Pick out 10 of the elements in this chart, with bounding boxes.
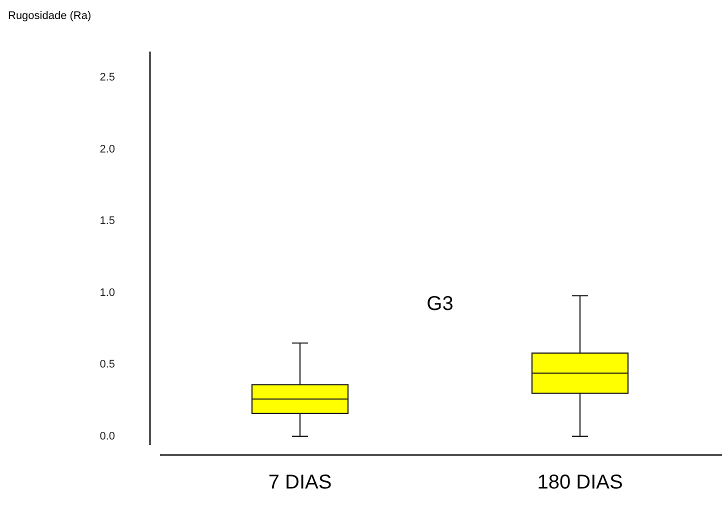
y-axis-title: Rugosidade (Ra) <box>8 10 92 22</box>
annotation: G3 <box>426 293 454 315</box>
x-tick-label: 7 DIAS <box>268 472 332 494</box>
x-tick-label: 180 DIAS <box>537 472 623 494</box>
y-tick-label: 0.5 <box>100 358 115 371</box>
y-tick-label: 2.0 <box>100 143 115 156</box>
y-tick-label: 1.5 <box>100 215 115 228</box>
y-tick-label: 0.0 <box>100 430 115 442</box>
y-tick-label: 1.0 <box>100 286 115 299</box>
y-tick-label: 2.5 <box>100 71 115 84</box>
